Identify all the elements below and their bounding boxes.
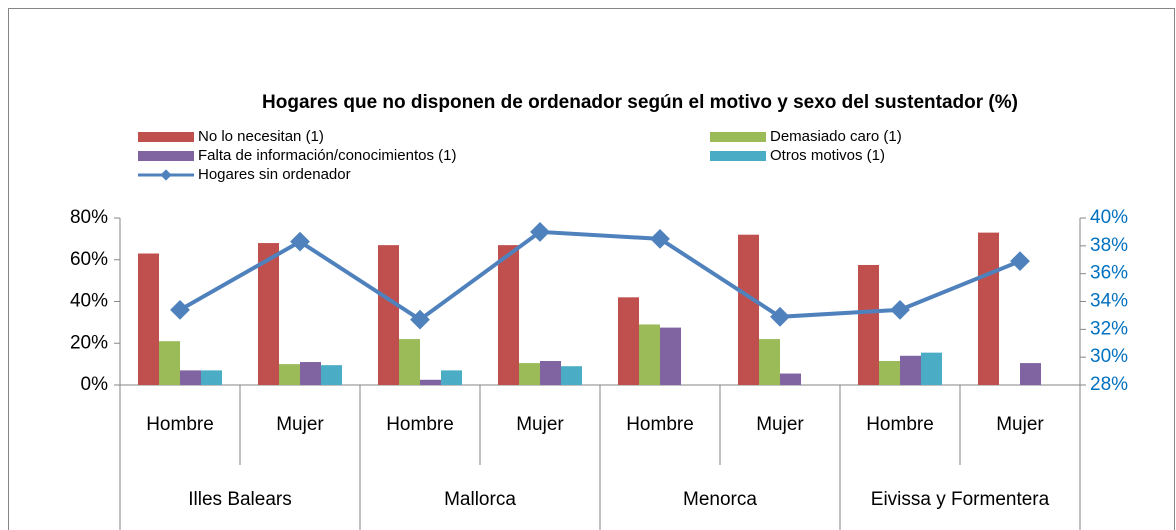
chart-title: Hogares que no disponen de ordenador seg… [262,92,1018,113]
bar [1020,363,1041,385]
bar [900,355,921,385]
x-tick-label: Mujer [996,414,1044,435]
line-marker [170,299,190,320]
bar [519,363,540,385]
y-tick-label: 20% [70,332,108,353]
bar [879,360,900,385]
bar [921,352,942,385]
bar [738,234,759,385]
bar [858,264,879,385]
x-group-label: Illes Balears [188,489,292,510]
bar [201,370,222,385]
bar [978,232,999,385]
legend-label: Falta de información/conocimientos (1) [198,147,456,164]
bar [279,364,300,385]
y-tick-label: 0% [81,374,109,395]
x-group-label: Eivissa y Formentera [871,489,1050,510]
legend-label: Otros motivos (1) [770,147,885,164]
line [179,229,1021,323]
legend-swatch [710,151,766,161]
x-group-label: Menorca [683,489,757,510]
x-tick-label: Mujer [756,414,804,435]
x-tick-label: Hombre [626,414,694,435]
y2-tick-label: 40% [1090,207,1128,228]
bar [660,327,681,385]
y-tick-label: 80% [70,207,108,228]
bar [561,366,582,385]
bar [759,339,780,385]
y2-tick-label: 30% [1090,346,1128,367]
y2-tick-label: 34% [1090,291,1128,312]
bar [618,297,639,385]
x-tick-label: Mujer [516,414,564,435]
line-marker [1010,251,1030,272]
bar [138,253,159,385]
bar [498,245,519,385]
y2-tick-label: 32% [1090,318,1128,339]
bar [159,341,180,385]
legend-label: Demasiado caro (1) [770,128,902,145]
y2-tick-label: 36% [1090,263,1128,284]
bar [300,362,321,385]
x-group-label: Mallorca [444,489,516,510]
bar [420,379,441,385]
line-marker [290,231,310,252]
bar [441,370,462,385]
bar [639,324,660,385]
line-marker [770,306,790,327]
legend-label: No lo necesitan (1) [198,128,324,145]
legend-swatch [710,132,766,142]
x-tick-label: Hombre [866,414,934,435]
y-tick-label: 60% [70,249,108,270]
line-marker [410,309,430,330]
y2-tick-label: 38% [1090,235,1128,256]
bar [180,370,201,385]
x-tick-label: Hombre [386,414,454,435]
x-tick-label: Mujer [276,414,324,435]
bar [780,373,801,385]
bar [321,365,342,385]
x-tick-label: Hombre [146,414,214,435]
y-tick-label: 40% [70,291,108,312]
y2-tick-label: 28% [1090,374,1128,395]
bar [378,245,399,385]
line-marker [890,299,910,320]
bar [258,243,279,385]
legend-marker [160,169,172,181]
bar [399,339,420,385]
legend-swatch [138,132,194,142]
legend-swatch [138,151,194,161]
legend-label: Hogares sin ordenador [198,166,351,183]
bar [540,360,561,385]
